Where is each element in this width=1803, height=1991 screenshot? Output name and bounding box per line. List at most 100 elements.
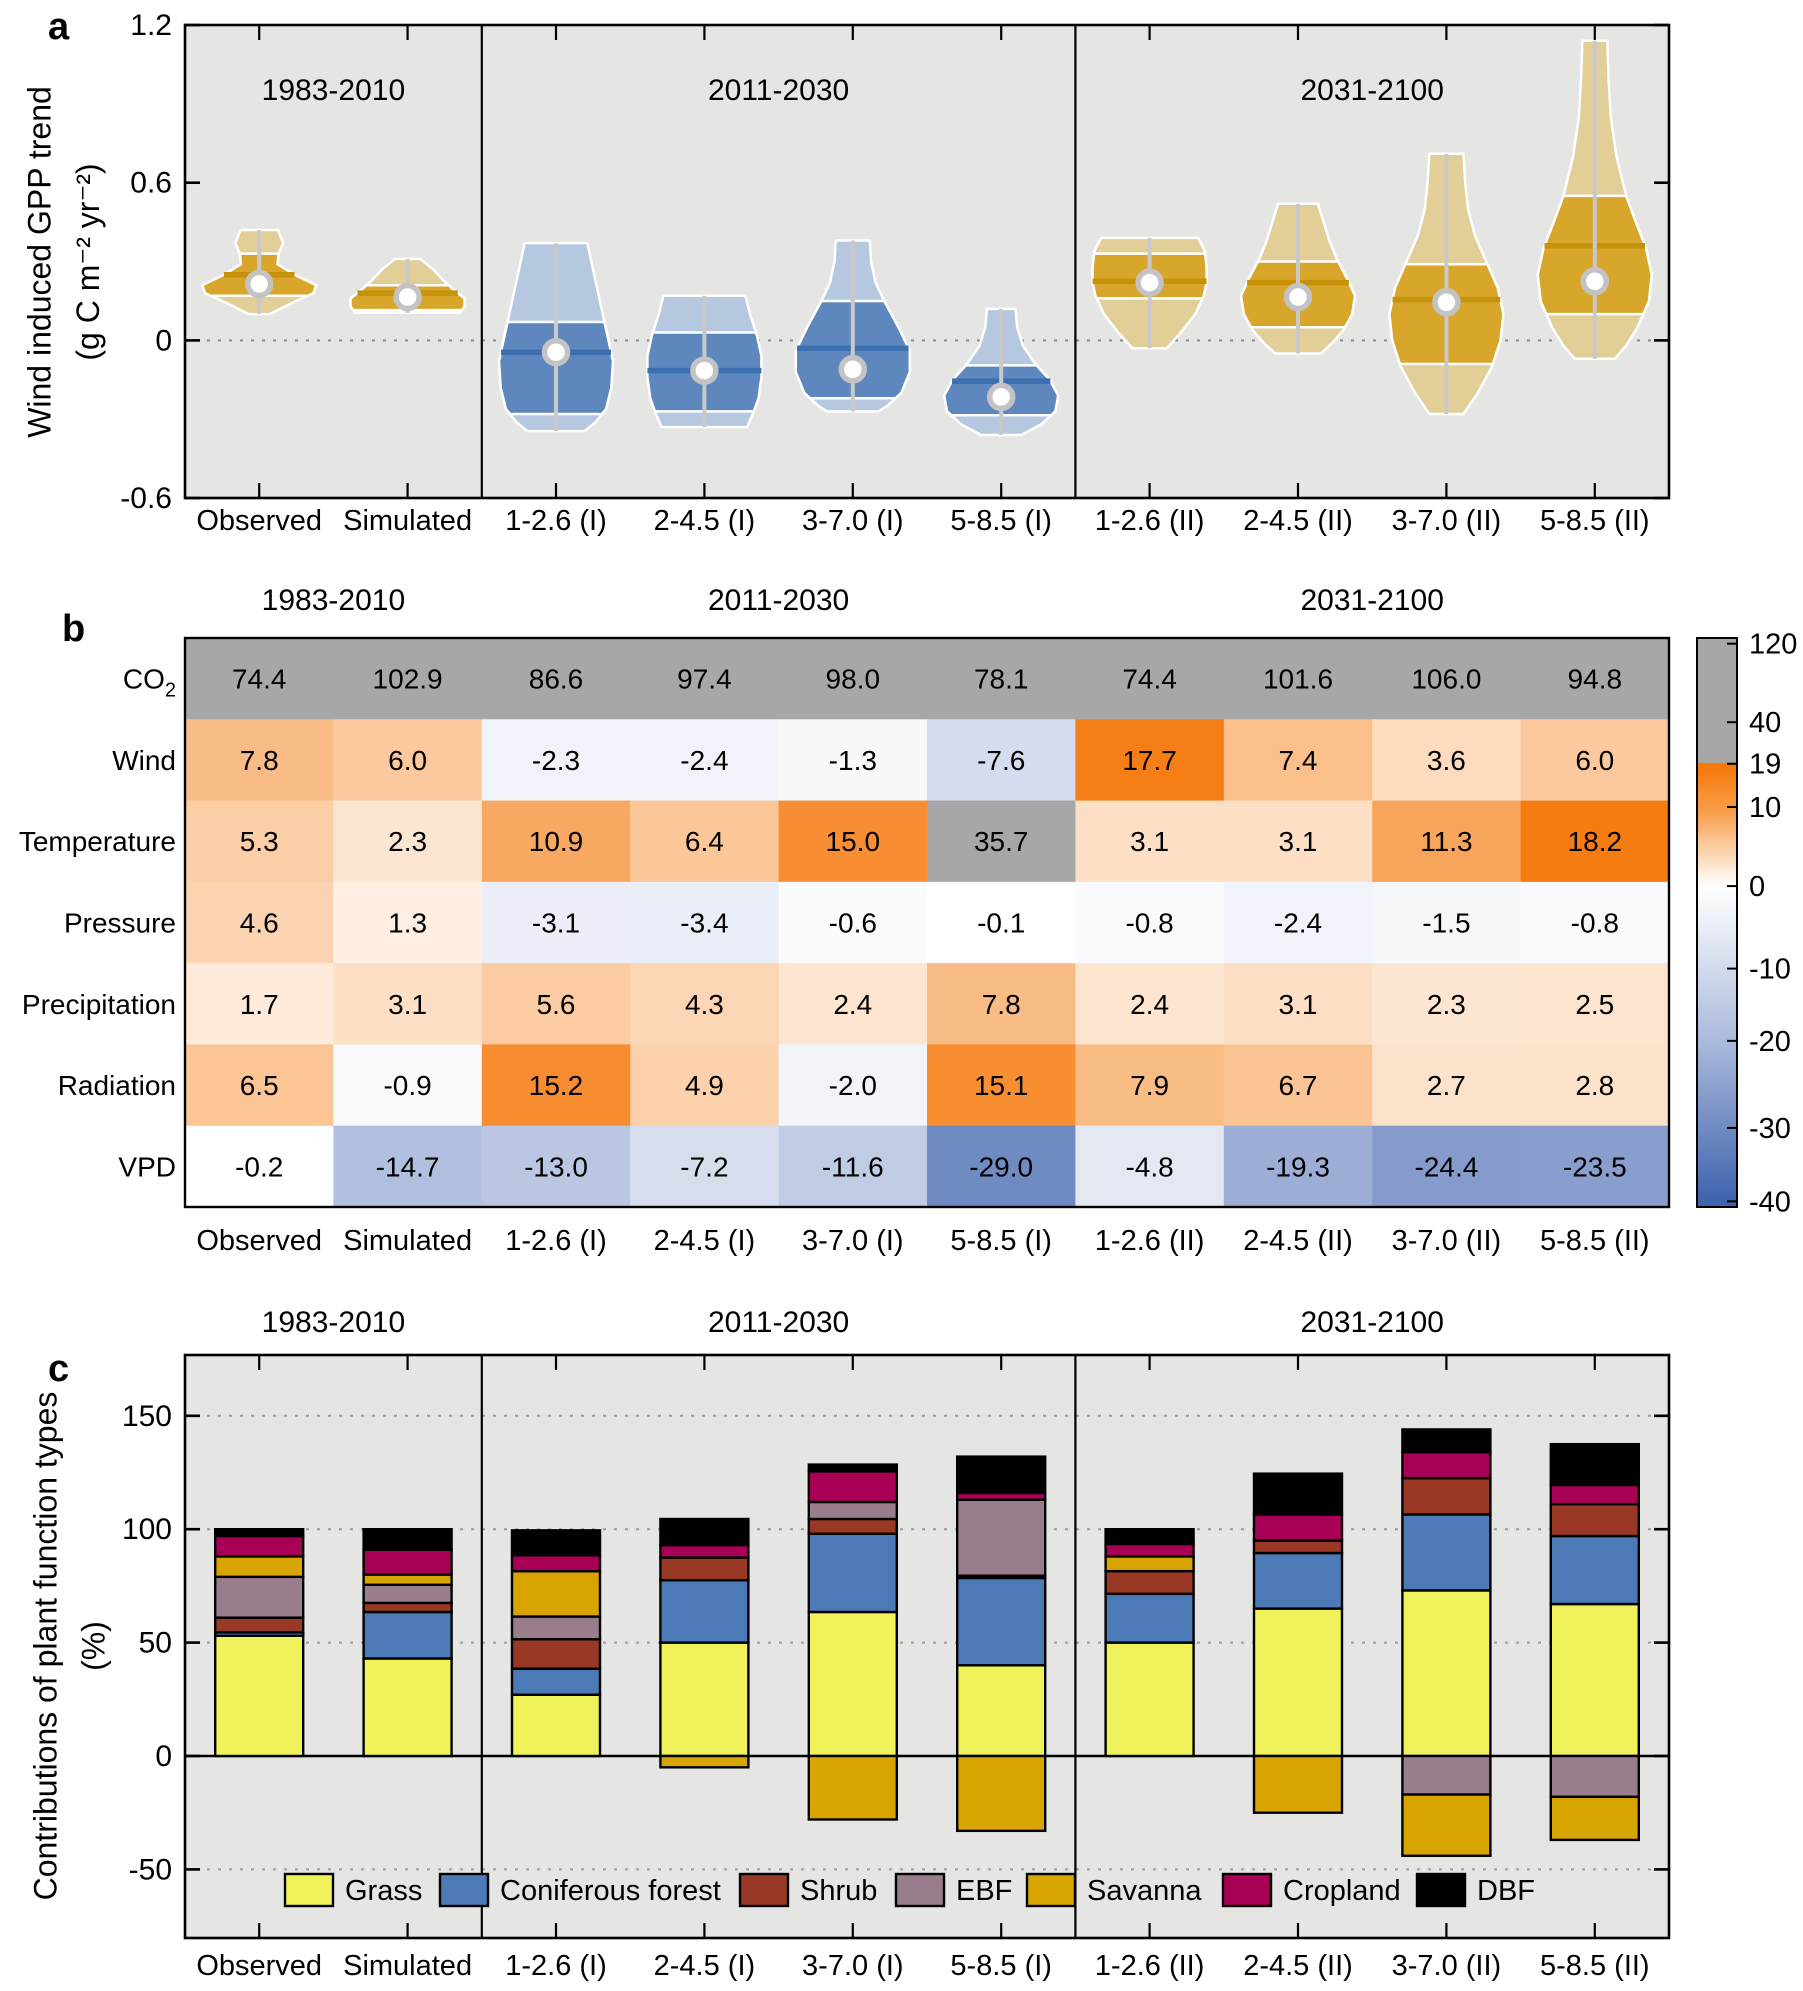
heatmap-cell: 78.1 bbox=[927, 638, 1076, 720]
heatmap-cell-value: 3.1 bbox=[1130, 826, 1169, 857]
heatmap-cell: 2.4 bbox=[778, 963, 928, 1045]
legend-item-Grass: Grass bbox=[283, 1872, 422, 1908]
stacked-bar-Observed bbox=[213, 1527, 305, 1758]
bar-segment-Savanna bbox=[510, 1569, 602, 1618]
row-label: Precipitation bbox=[22, 989, 176, 1020]
legend-item-EBF: EBF bbox=[894, 1872, 1012, 1908]
heatmap-cell-rect bbox=[333, 719, 483, 802]
panel-c-border bbox=[183, 1353, 1671, 1940]
heatmap-cell-value: 97.4 bbox=[677, 664, 732, 695]
legend-item-Savanna: Savanna bbox=[1025, 1872, 1202, 1908]
bar-segment-Cropland bbox=[659, 1543, 750, 1559]
bar-segment-Savanna bbox=[956, 1754, 1047, 1833]
legend-label: Coniferous forest bbox=[500, 1875, 721, 1907]
heatmap-cell-value: 3.1 bbox=[1279, 826, 1318, 857]
bar-segment-Savanna bbox=[807, 1754, 898, 1821]
heatmap-cell-value: -7.2 bbox=[680, 1151, 728, 1182]
stacked-bar-2-4.5 (II) bbox=[1252, 1472, 1344, 1814]
violin-Simulated bbox=[349, 257, 466, 315]
heatmap-cell: 6.4 bbox=[630, 800, 780, 883]
y-tick-label: 0.6 bbox=[130, 167, 172, 200]
heatmap-cell: -14.7 bbox=[333, 1125, 483, 1208]
bar-segment-Cropland bbox=[1401, 1450, 1492, 1480]
legend-label: Grass bbox=[345, 1875, 422, 1907]
row-label: Wind bbox=[112, 745, 176, 776]
heatmap-cell-value: -14.7 bbox=[376, 1151, 440, 1182]
heatmap-cell-value: 11.3 bbox=[1420, 826, 1472, 857]
heatmap-cell-rect bbox=[630, 800, 780, 883]
heatmap-cell-rect bbox=[1372, 1125, 1522, 1208]
heatmap-cell-value: 7.8 bbox=[982, 989, 1021, 1020]
heatmap-cell-value: -1.3 bbox=[829, 745, 877, 776]
heatmap-cell-rect bbox=[333, 881, 483, 964]
x-category-label: 5-8.5 (II) bbox=[1540, 1950, 1650, 1982]
heatmap-cell-rect bbox=[778, 881, 928, 964]
heatmap-cell-rect bbox=[1223, 881, 1373, 964]
bar-segment-EBF bbox=[1401, 1754, 1492, 1796]
bar-segment-DBF bbox=[1401, 1428, 1492, 1454]
heatmap-cell-rect bbox=[1520, 719, 1670, 802]
heatmap-cell-rect bbox=[630, 1044, 780, 1127]
y-tick-label: 150 bbox=[122, 1400, 172, 1433]
bar-segment-Cropland bbox=[1252, 1513, 1344, 1542]
heatmap-cell-value: 6.5 bbox=[240, 1070, 279, 1101]
heatmap-cell-value: 6.7 bbox=[1279, 1070, 1318, 1101]
legend-swatch bbox=[1025, 1872, 1077, 1908]
bar-segment-Cropland bbox=[510, 1554, 602, 1573]
heatmap-cell: -23.5 bbox=[1520, 1125, 1670, 1208]
heatmap-cell: 4.3 bbox=[630, 963, 780, 1045]
bar-segment-EBF bbox=[1549, 1754, 1641, 1799]
y-tick-label: 1.2 bbox=[130, 9, 172, 42]
heatmap-cell-value: -0.1 bbox=[977, 908, 1025, 939]
heatmap-cell-rect bbox=[778, 1044, 928, 1127]
heatmap-cell: 3.1 bbox=[333, 963, 483, 1045]
stacked-bar-1-2.6 (II) bbox=[1104, 1527, 1195, 1758]
violin-1-2.6 (II) bbox=[1091, 236, 1208, 350]
heatmap-cell-value: 98.0 bbox=[826, 664, 881, 695]
heatmap-cell-value: -13.0 bbox=[524, 1151, 588, 1182]
heatmap-column-label: 5-8.5 (II) bbox=[1540, 1225, 1650, 1257]
heatmap-cell: 7.8 bbox=[927, 963, 1076, 1045]
heatmap-cell-rect bbox=[1075, 800, 1225, 883]
stacked-bar-3-7.0 (I) bbox=[807, 1463, 898, 1821]
heatmap-cell-value: 7.8 bbox=[240, 745, 279, 776]
heatmap-cell-value: 18.2 bbox=[1568, 826, 1623, 857]
panel-b-letter: b bbox=[62, 608, 86, 650]
heatmap-cell-value: 6.0 bbox=[1575, 745, 1614, 776]
heatmap-cell-value: 74.4 bbox=[1122, 664, 1177, 695]
bar-segment-EBF bbox=[510, 1615, 602, 1641]
bar-segment-Savanna bbox=[1252, 1754, 1344, 1814]
heatmap-cell-rect bbox=[185, 800, 334, 883]
heatmap-cell: 97.4 bbox=[630, 638, 780, 720]
heatmap-cell-rect bbox=[927, 1044, 1076, 1127]
heatmap-cell-value: -0.2 bbox=[235, 1151, 283, 1182]
row-label: VPD bbox=[118, 1151, 176, 1182]
heatmap-cell-rect bbox=[1075, 1044, 1225, 1127]
panel-c-letter: c bbox=[48, 1348, 70, 1390]
x-category-label: 3-7.0 (I) bbox=[802, 1950, 904, 1982]
bar-segment-Shrub bbox=[213, 1616, 305, 1634]
heatmap-cell: -1.5 bbox=[1372, 881, 1522, 964]
heatmap-cell: 2.5 bbox=[1520, 963, 1670, 1045]
heatmap-cell-rect bbox=[1223, 963, 1373, 1045]
violin-mean-marker bbox=[541, 337, 571, 367]
bar-segment-Coniferous forest bbox=[1549, 1534, 1641, 1606]
heatmap-cell: 5.6 bbox=[481, 963, 631, 1045]
bar-segment-Shrub bbox=[1252, 1539, 1344, 1555]
heatmap-cell-value: -2.4 bbox=[1274, 908, 1322, 939]
heatmap-cell-rect bbox=[630, 881, 780, 964]
heatmap-cell: -0.6 bbox=[778, 881, 928, 964]
legend-swatch bbox=[1415, 1872, 1467, 1908]
heatmap-cell-value: -0.8 bbox=[1125, 908, 1173, 939]
heatmap-cell-rect bbox=[333, 963, 483, 1045]
period-label: 2011-2030 bbox=[708, 74, 849, 107]
heatmap-cell-rect bbox=[481, 963, 631, 1045]
heatmap-cell-value: 2.3 bbox=[388, 826, 427, 857]
heatmap-column-label: 1-2.6 (II) bbox=[1095, 1225, 1205, 1257]
heatmap-cell: 2.3 bbox=[1372, 963, 1522, 1045]
heatmap-cell-value: 4.9 bbox=[685, 1070, 724, 1101]
heatmap-cell: 98.0 bbox=[778, 638, 928, 720]
bar-segment-Grass bbox=[659, 1641, 750, 1758]
legend-item-DBF: DBF bbox=[1415, 1872, 1535, 1908]
